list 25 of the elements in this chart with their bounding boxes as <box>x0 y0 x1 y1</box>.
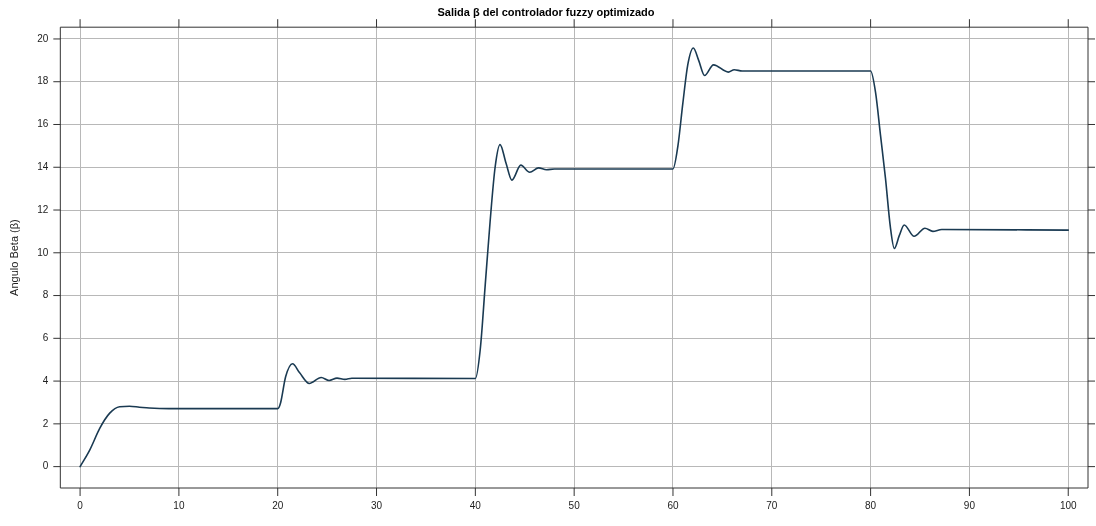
x-tick-label: 0 <box>77 499 84 511</box>
y-tick-label: 12 <box>37 203 49 215</box>
x-tick-label: 50 <box>568 499 581 511</box>
y-tick-label: 16 <box>37 118 49 130</box>
y-tick-label: 20 <box>37 32 49 44</box>
x-tick-label: 70 <box>766 499 778 511</box>
y-tick-label: 14 <box>37 161 49 173</box>
x-tick-label: 10 <box>173 499 185 511</box>
x-tick-label: 100 <box>1059 499 1078 511</box>
chart-title: Salida β del controlador fuzzy optimizado <box>437 5 655 18</box>
y-tick-label: 0 <box>42 460 49 472</box>
line-series <box>79 47 1070 468</box>
y-tick-label: 4 <box>42 374 49 386</box>
y-tick-label: 10 <box>37 246 49 258</box>
y-tick-label: 8 <box>42 289 49 301</box>
y-axis-title: Angulo Beta (β) <box>7 219 20 296</box>
x-tick-label: 20 <box>272 499 284 511</box>
x-tick-label: 60 <box>667 499 679 511</box>
x-tick-label: 40 <box>469 499 482 511</box>
x-tick-label: 80 <box>865 499 877 511</box>
y-tick-label: 6 <box>42 332 49 344</box>
y-tick-label: 18 <box>37 75 49 87</box>
y-tick-label: 2 <box>42 417 49 429</box>
x-tick-label: 90 <box>963 499 976 511</box>
x-tick-label: 30 <box>370 499 383 511</box>
